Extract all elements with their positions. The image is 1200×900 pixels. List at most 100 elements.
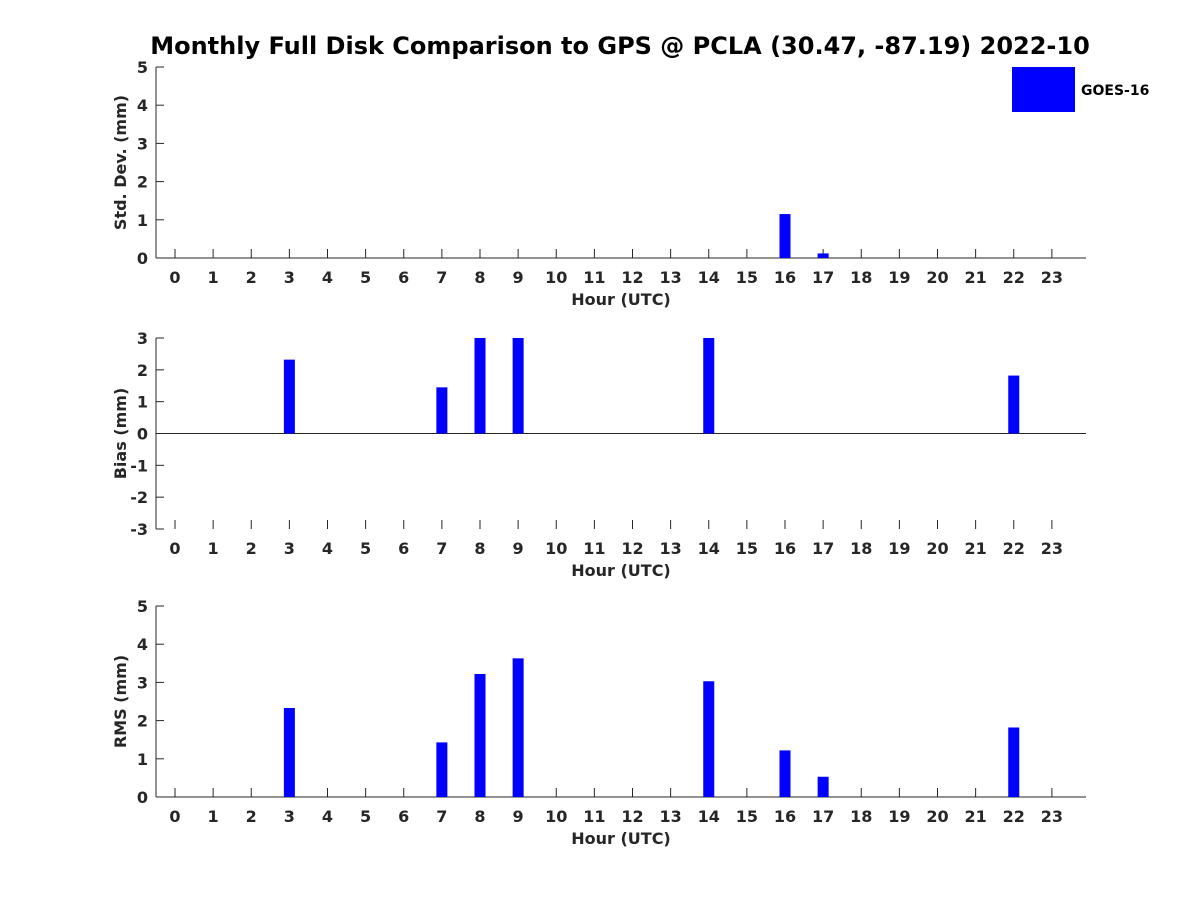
x-tick-label: 16 — [774, 539, 796, 558]
bar-hour-16 — [779, 750, 791, 797]
x-tick-label: 4 — [322, 539, 333, 558]
x-tick-label: 14 — [698, 539, 720, 558]
x-tick-label: 2 — [246, 268, 257, 287]
y-tick-label: 1 — [137, 750, 148, 769]
x-tick-label: 23 — [1041, 807, 1063, 826]
x-tick-label: 5 — [360, 268, 371, 287]
x-tick-label: 9 — [513, 268, 524, 287]
x-tick-label: 20 — [926, 268, 948, 287]
x-tick-label: 20 — [926, 807, 948, 826]
x-tick-label: 6 — [398, 268, 409, 287]
bar-hour-3 — [283, 359, 295, 434]
legend-label-goes-16: GOES-16 — [1081, 83, 1149, 99]
y-tick-label: 0 — [137, 788, 148, 807]
x-tick-label: 19 — [888, 807, 910, 826]
y-tick-label: 0 — [137, 249, 148, 268]
x-tick-label: 22 — [1003, 807, 1025, 826]
x-tick-label: 11 — [583, 268, 605, 287]
x-tick-label: 10 — [545, 807, 567, 826]
bar-hour-8 — [474, 673, 486, 797]
x-tick-label: 17 — [812, 807, 834, 826]
x-tick-label: 3 — [284, 268, 295, 287]
x-tick-label: 5 — [360, 807, 371, 826]
y-tick-label: 2 — [137, 361, 148, 380]
x-tick-label: 23 — [1041, 539, 1063, 558]
x-tick-label: 7 — [436, 268, 447, 287]
y-tick-label: -3 — [130, 520, 148, 539]
x-tick-label: 15 — [736, 539, 758, 558]
x-tick-label: 20 — [926, 539, 948, 558]
x-tick-label: 16 — [774, 807, 796, 826]
bar-hour-9 — [512, 658, 524, 797]
x-tick-label: 2 — [246, 807, 257, 826]
bar-hour-14 — [703, 338, 715, 434]
x-tick-label: 9 — [513, 807, 524, 826]
y-axis-title: Bias (mm) — [111, 388, 130, 480]
x-axis-title: Hour (UTC) — [571, 829, 671, 848]
x-tick-label: 22 — [1003, 539, 1025, 558]
y-tick-label: 5 — [137, 58, 148, 77]
x-tick-label: 23 — [1041, 268, 1063, 287]
x-tick-label: 8 — [474, 539, 485, 558]
y-tick-label: 5 — [137, 597, 148, 616]
x-tick-label: 5 — [360, 539, 371, 558]
x-tick-label: 14 — [698, 268, 720, 287]
x-tick-label: 18 — [850, 268, 872, 287]
x-tick-label: 18 — [850, 807, 872, 826]
x-tick-label: 17 — [812, 268, 834, 287]
x-tick-label: 6 — [398, 539, 409, 558]
chart-title: Monthly Full Disk Comparison to GPS @ PC… — [150, 32, 1090, 60]
y-tick-label: 4 — [137, 96, 148, 115]
x-tick-label: 11 — [583, 807, 605, 826]
x-tick-label: 9 — [513, 539, 524, 558]
y-tick-label: 1 — [137, 211, 148, 230]
x-tick-label: 1 — [208, 807, 219, 826]
x-tick-label: 0 — [169, 807, 180, 826]
x-tick-label: 7 — [436, 539, 447, 558]
x-tick-label: 19 — [888, 268, 910, 287]
bar-hour-8 — [474, 338, 486, 434]
x-tick-label: 22 — [1003, 268, 1025, 287]
x-tick-label: 11 — [583, 539, 605, 558]
x-tick-label: 0 — [169, 539, 180, 558]
y-tick-label: 1 — [137, 393, 148, 412]
bar-hour-22 — [1008, 727, 1020, 797]
x-tick-label: 13 — [659, 539, 681, 558]
x-tick-label: 15 — [736, 268, 758, 287]
x-tick-label: 1 — [208, 268, 219, 287]
y-tick-label: 2 — [137, 173, 148, 192]
x-tick-label: 18 — [850, 539, 872, 558]
y-tick-label: 0 — [137, 425, 148, 444]
bar-hour-22 — [1008, 375, 1020, 434]
x-tick-label: 3 — [284, 807, 295, 826]
y-tick-label: -1 — [130, 456, 148, 475]
x-tick-label: 1 — [208, 539, 219, 558]
x-tick-label: 2 — [246, 539, 257, 558]
y-tick-label: 2 — [137, 712, 148, 731]
legend: GOES-16 — [1012, 67, 1149, 112]
legend-swatch-goes-16 — [1012, 67, 1075, 112]
x-tick-label: 17 — [812, 539, 834, 558]
x-tick-label: 21 — [964, 268, 986, 287]
bar-hour-14 — [703, 681, 715, 797]
x-axis-title: Hour (UTC) — [571, 561, 671, 580]
x-tick-label: 12 — [621, 807, 643, 826]
y-tick-label: -2 — [130, 488, 148, 507]
x-tick-label: 21 — [964, 539, 986, 558]
x-tick-label: 8 — [474, 268, 485, 287]
x-tick-label: 12 — [621, 268, 643, 287]
bar-hour-7 — [436, 742, 448, 797]
bar-hour-9 — [512, 338, 524, 434]
bar-hour-17 — [817, 776, 829, 797]
x-tick-label: 13 — [659, 268, 681, 287]
x-tick-label: 13 — [659, 807, 681, 826]
x-tick-label: 14 — [698, 807, 720, 826]
x-tick-label: 6 — [398, 807, 409, 826]
bar-hour-17 — [817, 253, 829, 258]
y-tick-label: 3 — [137, 134, 148, 153]
x-tick-label: 8 — [474, 807, 485, 826]
